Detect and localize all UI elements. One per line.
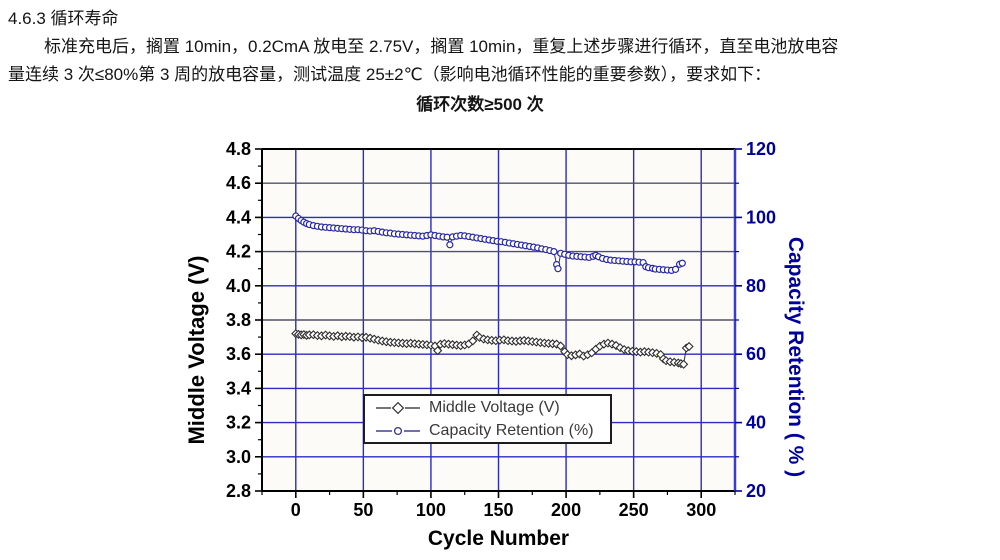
svg-text:4.0: 4.0 bbox=[226, 276, 251, 296]
axis-tick-labels: 2.8 3.0 3.2 3.4 3.6 3.8 4.0 4.2 4.4 4.6 4.8 0 50 100 1… bbox=[226, 139, 776, 520]
svg-text:4.4: 4.4 bbox=[226, 207, 251, 227]
section-heading: 4.6.3 循环寿命 bbox=[8, 9, 119, 28]
series-middle-voltage bbox=[291, 329, 694, 369]
svg-text:4.6: 4.6 bbox=[226, 173, 251, 193]
legend-item-voltage: Middle Voltage (V) bbox=[375, 397, 610, 419]
svg-text:300: 300 bbox=[686, 500, 716, 520]
svg-text:0: 0 bbox=[291, 500, 301, 520]
svg-text:2.8: 2.8 bbox=[226, 481, 251, 501]
svg-text:3.2: 3.2 bbox=[226, 413, 251, 433]
body-text-line-1: 标准充电后，搁置 10min，0.2CmA 放电至 2.75V，搁置 10min… bbox=[44, 37, 839, 56]
svg-text:3.4: 3.4 bbox=[226, 378, 251, 398]
requirement-line: 循环次数≥500 次 bbox=[416, 95, 544, 114]
right-axis-title: Capacity Retention ( % ) bbox=[784, 237, 807, 477]
x-axis-title: Cycle Number bbox=[428, 527, 569, 550]
legend-item-capacity: Capacity Retention (%) bbox=[375, 420, 610, 442]
svg-text:3.8: 3.8 bbox=[226, 310, 251, 330]
legend-label-capacity: Capacity Retention (%) bbox=[429, 421, 594, 439]
svg-text:120: 120 bbox=[746, 139, 776, 159]
svg-text:50: 50 bbox=[353, 500, 373, 520]
svg-text:4.2: 4.2 bbox=[226, 242, 251, 262]
axis-ticks bbox=[255, 148, 742, 498]
svg-text:250: 250 bbox=[619, 500, 649, 520]
circle-marker-icon bbox=[376, 426, 420, 435]
svg-text:100: 100 bbox=[746, 207, 776, 227]
svg-text:3.0: 3.0 bbox=[226, 447, 251, 467]
svg-text:60: 60 bbox=[746, 344, 766, 364]
svg-text:80: 80 bbox=[746, 276, 766, 296]
svg-text:200: 200 bbox=[551, 500, 581, 520]
svg-text:100: 100 bbox=[416, 500, 446, 520]
axis-titles: Middle Voltage (V) Capacity Retention ( %… bbox=[184, 237, 807, 550]
svg-text:20: 20 bbox=[746, 481, 766, 501]
body-text-line-2: 量连续 3 次≤80%第 3 周的放电容量，测试温度 25±2℃（影响电池循环性… bbox=[8, 65, 772, 84]
legend-label-voltage: Middle Voltage (V) bbox=[429, 398, 560, 416]
svg-text:3.6: 3.6 bbox=[226, 344, 251, 364]
svg-text:40: 40 bbox=[746, 413, 766, 433]
chart-legend: Middle Voltage (V) Capacity Retention (%… bbox=[363, 394, 612, 444]
svg-text:4.8: 4.8 bbox=[226, 139, 251, 159]
left-axis-title: Middle Voltage (V) bbox=[184, 255, 209, 444]
diamond-marker-icon bbox=[376, 401, 420, 414]
svg-text:150: 150 bbox=[483, 500, 513, 520]
series-capacity-retention bbox=[292, 212, 686, 275]
